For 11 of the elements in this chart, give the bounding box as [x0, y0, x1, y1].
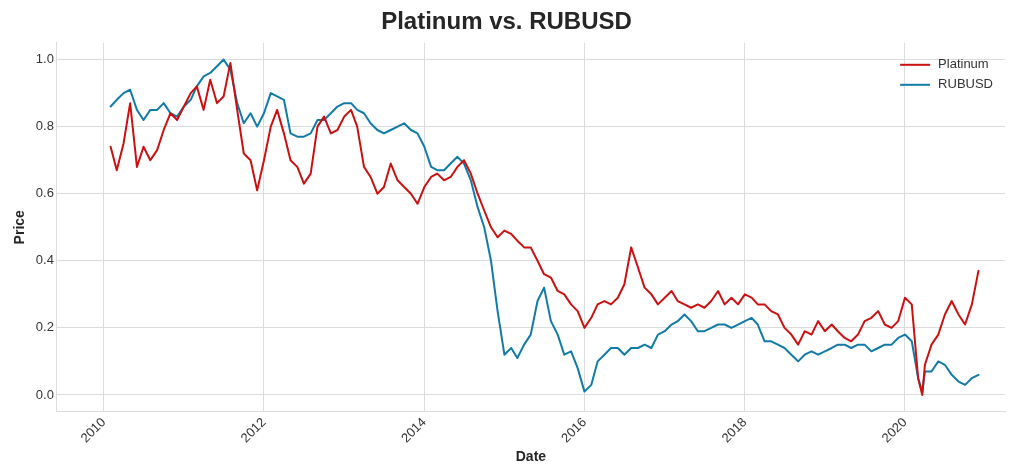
chart-title: Platinum vs. RUBUSD — [381, 7, 632, 35]
y-axis-title: Price — [11, 209, 28, 245]
y-tick-label: 0.0 — [35, 386, 54, 402]
y-tick-label: 0.8 — [35, 118, 54, 134]
y-tick-label: 1.0 — [35, 51, 54, 67]
legend-label: RUBUSD — [938, 76, 994, 92]
y-tick-label: 0.4 — [35, 252, 54, 268]
y-tick-label: 0.6 — [35, 185, 54, 201]
y-tick-label: 0.2 — [35, 319, 54, 335]
x-axis-title: Date — [515, 448, 547, 465]
legend-label: Platinum — [938, 56, 989, 72]
